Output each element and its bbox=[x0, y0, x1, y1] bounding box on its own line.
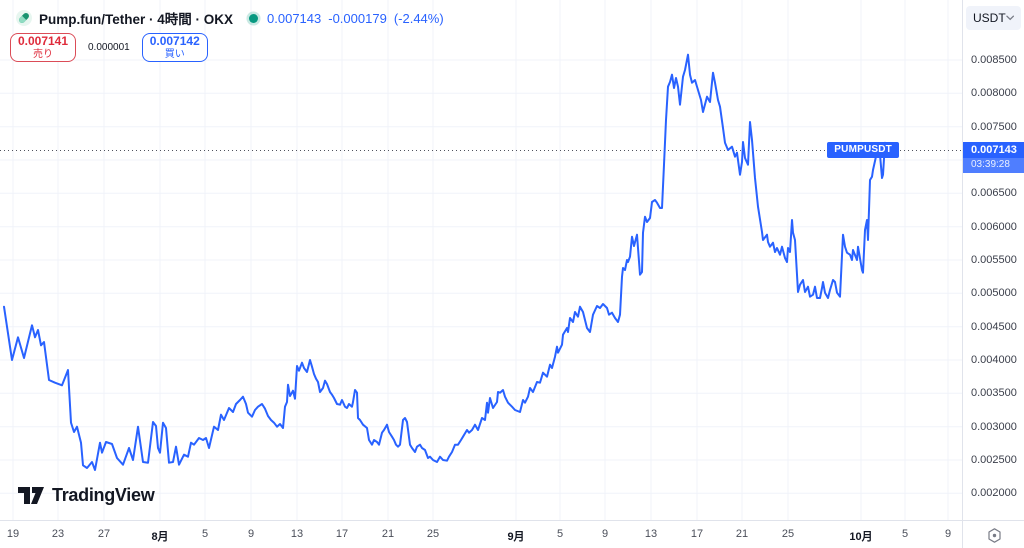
price-tick-label: 0.002500 bbox=[971, 454, 1017, 466]
last-price-value: 0.007143 bbox=[971, 144, 1017, 156]
grid bbox=[0, 0, 962, 520]
price-change-pct-text: (-2.44%) bbox=[393, 10, 444, 26]
time-tick-label: 13 bbox=[644, 528, 658, 540]
time-tick-label: 9 bbox=[601, 528, 609, 540]
order-panel: 0.007141 売り 0.000001 0.007142 買い bbox=[10, 33, 208, 62]
sell-price: 0.007141 bbox=[17, 33, 69, 48]
tradingview-logo[interactable]: TradingView bbox=[18, 485, 155, 506]
buy-button[interactable]: 0.007142 買い bbox=[141, 33, 208, 62]
symbol-title[interactable]: Pump.fun/Tether · 4時間 · OKX bbox=[39, 12, 234, 27]
buy-price: 0.007142 bbox=[149, 33, 200, 48]
legend: Pump.fun/Tether · 4時間 · OKX 0.007143 -0.… bbox=[16, 8, 444, 28]
price-tick-label: 0.005000 bbox=[971, 287, 1017, 299]
axis-settings-icon[interactable] bbox=[986, 527, 1003, 544]
currency-value: USDT bbox=[973, 11, 1006, 25]
tradingview-logo-text: TradingView bbox=[52, 485, 155, 505]
price-tick-label: 0.008500 bbox=[971, 54, 1017, 66]
symbol-price-tag: PUMPUSDT bbox=[827, 142, 899, 158]
time-tick-label: 25 bbox=[781, 528, 795, 540]
scales-corner bbox=[962, 520, 1024, 548]
quote-values: 0.007143 -0.000179 (-2.44%) bbox=[267, 11, 444, 26]
time-tick-label: 5 bbox=[556, 528, 564, 540]
chart-plot-area[interactable]: Pump.fun/Tether · 4時間 · OKX 0.007143 -0.… bbox=[0, 0, 962, 520]
time-tick-label: 21 bbox=[381, 528, 395, 540]
price-tick-label: 0.004000 bbox=[971, 354, 1017, 366]
price-tick-label: 0.005500 bbox=[971, 254, 1017, 266]
time-tick-label: 10月 bbox=[849, 531, 873, 543]
price-tick-label: 0.003000 bbox=[971, 421, 1017, 433]
currency-dropdown[interactable]: USDT bbox=[966, 6, 1021, 30]
sell-button[interactable]: 0.007141 売り bbox=[10, 33, 76, 62]
price-tick-label: 0.002000 bbox=[971, 487, 1017, 499]
time-tick-label: 25 bbox=[426, 528, 440, 540]
time-tick-label: 8月 bbox=[151, 531, 169, 543]
spread-value: 0.000001 bbox=[88, 42, 130, 53]
time-tick-label: 9 bbox=[247, 528, 255, 540]
time-tick-label: 13 bbox=[290, 528, 304, 540]
time-tick-label: 23 bbox=[51, 528, 65, 540]
price-tick-label: 0.006500 bbox=[971, 187, 1017, 199]
chart-canvas[interactable] bbox=[0, 0, 962, 520]
price-tick-label: 0.006000 bbox=[971, 221, 1017, 233]
price-change-text: -0.000179 bbox=[328, 10, 387, 26]
time-tick-label: 19 bbox=[6, 528, 20, 540]
time-tick-label: 21 bbox=[735, 528, 749, 540]
market-open-dot-icon bbox=[249, 13, 259, 23]
price-scale[interactable]: USDT 0.007143 03:39:28 0.008500 0.008000 0… bbox=[962, 0, 1024, 520]
price-series-line bbox=[3, 53, 891, 471]
buy-label: 買い bbox=[164, 48, 185, 60]
time-scale[interactable]: 19 23 27 8月 5 9 13 17 21 25 9月 5 9 13 17 21 25 10月 5 9 bbox=[0, 520, 962, 548]
time-tick-label: 27 bbox=[97, 528, 111, 540]
chevron-down-icon bbox=[1005, 15, 1014, 21]
last-price-axis-label: 0.007143 03:39:28 bbox=[963, 142, 1024, 173]
price-tick-label: 0.004500 bbox=[971, 321, 1017, 333]
price-tick-label: 0.007500 bbox=[971, 121, 1017, 133]
last-price-text: 0.007143 bbox=[267, 10, 322, 26]
time-tick-label: 17 bbox=[335, 528, 349, 540]
bar-countdown: 03:39:28 bbox=[963, 158, 1024, 173]
price-tick-label: 0.003500 bbox=[971, 387, 1017, 399]
price-tick-label: 0.008000 bbox=[971, 87, 1017, 99]
time-tick-label: 5 bbox=[201, 528, 209, 540]
time-tick-label: 9 bbox=[944, 528, 952, 540]
sell-label: 売り bbox=[33, 48, 53, 60]
pumpfun-symbol-icon bbox=[16, 10, 32, 26]
time-tick-label: 5 bbox=[901, 528, 909, 540]
time-tick-label: 17 bbox=[690, 528, 704, 540]
time-tick-label: 9月 bbox=[507, 531, 525, 543]
tradingview-logo-icon bbox=[18, 487, 44, 504]
